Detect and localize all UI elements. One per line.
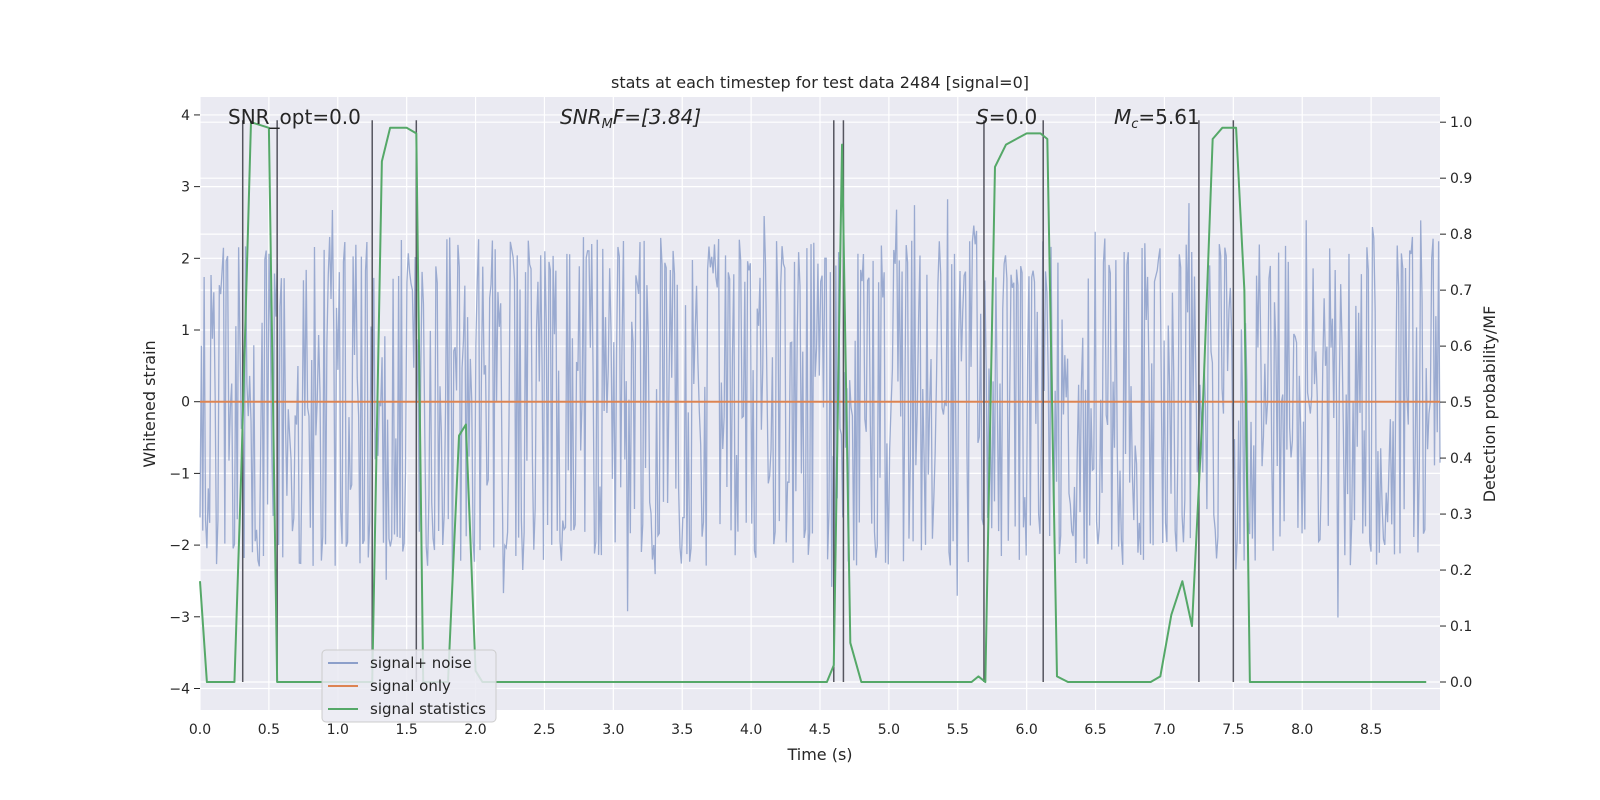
mc-sub: c bbox=[1131, 117, 1138, 132]
legend: signal+ noise signal only signal statist… bbox=[321, 649, 497, 723]
y-tick-label: 3 bbox=[181, 180, 190, 196]
x-axis-label: Time (s) bbox=[786, 745, 852, 764]
snr-mf-main: SNR bbox=[560, 105, 602, 129]
x-tick-label: 8.5 bbox=[1360, 722, 1382, 738]
x-tick-label: 3.0 bbox=[602, 722, 624, 738]
y-tick-label: −4 bbox=[169, 681, 190, 697]
y-right-tick-label: 1.0 bbox=[1450, 115, 1472, 131]
snr-mf-rest: F=[3.84] bbox=[613, 105, 701, 129]
snr-mf-annotation: SNRMF=[3.84] bbox=[560, 105, 701, 132]
y-axis-label: Whitened strain bbox=[140, 340, 159, 467]
x-tick-label: 4.5 bbox=[809, 722, 831, 738]
x-tick-label: 3.5 bbox=[671, 722, 693, 738]
x-tick-label: 0.5 bbox=[258, 722, 280, 738]
x-tick-label: 2.0 bbox=[464, 722, 486, 738]
snr-mf-sub: M bbox=[602, 117, 613, 132]
y-tick-label: 1 bbox=[181, 323, 190, 339]
x-tick-label: 4.0 bbox=[740, 722, 762, 738]
y-tick-label: −1 bbox=[169, 466, 190, 482]
y-right-tick-label: 0.3 bbox=[1450, 507, 1472, 523]
y-right-tick-label: 0.5 bbox=[1450, 395, 1472, 411]
mc-annotation: Mc=5.61 bbox=[1114, 105, 1200, 132]
x-tick-label: 1.0 bbox=[327, 722, 349, 738]
y-right-tick-label: 0.9 bbox=[1450, 171, 1472, 187]
x-tick-label: 6.5 bbox=[1084, 722, 1106, 738]
legend-label-noise: signal+ noise bbox=[370, 654, 472, 672]
x-tick-label: 1.5 bbox=[396, 722, 418, 738]
signal-statistics-line bbox=[199, 121, 1427, 684]
x-tick-label: 8.0 bbox=[1291, 722, 1313, 738]
x-tick-label: 7.5 bbox=[1222, 722, 1244, 738]
marker-lines bbox=[241, 120, 1235, 683]
signal-statistics-series bbox=[199, 121, 1427, 684]
legend-box bbox=[321, 649, 497, 723]
y-tick-label: 2 bbox=[181, 251, 190, 267]
y-tick-label: −2 bbox=[169, 538, 190, 554]
y-right-tick-label: 0.1 bbox=[1450, 619, 1472, 635]
x-tick-label: 2.5 bbox=[533, 722, 555, 738]
y-axis-right-ticks: 0.0 0.1 0.2 0.3 0.4 0.5 0.6 0.7 0.8 0.9 1.0 bbox=[1440, 115, 1472, 691]
y-tick-label: 4 bbox=[181, 108, 190, 124]
x-tick-label: 6.0 bbox=[1016, 722, 1038, 738]
x-tick-label: 5.5 bbox=[947, 722, 969, 738]
s-annotation: S=0.0 bbox=[976, 105, 1037, 129]
y-right-tick-label: 0.6 bbox=[1450, 339, 1472, 355]
mc-main: M bbox=[1114, 105, 1131, 129]
y-right-tick-label: 0.8 bbox=[1450, 227, 1472, 243]
legend-label-stats: signal statistics bbox=[370, 700, 486, 718]
y-right-tick-label: 0.2 bbox=[1450, 563, 1472, 579]
s-main: S bbox=[976, 105, 989, 129]
y-tick-label: −3 bbox=[169, 610, 190, 626]
y-right-tick-label: 0.7 bbox=[1450, 283, 1472, 299]
s-rest: =0.0 bbox=[989, 105, 1038, 129]
mc-rest: =5.61 bbox=[1138, 105, 1199, 129]
y-axis-ticks: −4 −3 −2 −1 0 1 2 3 4 bbox=[169, 108, 200, 697]
snr-opt-annotation: SNR_opt=0.0 bbox=[228, 105, 361, 129]
y-axis-right-label: Detection probability/MF bbox=[1480, 306, 1499, 503]
x-tick-label: 5.0 bbox=[878, 722, 900, 738]
x-axis-ticks: 0.0 0.5 1.0 1.5 2.0 2.5 3.0 3.5 4.0 4.5 5.0 5.5 6.0 6… bbox=[189, 722, 1382, 738]
legend-label-signal: signal only bbox=[370, 677, 451, 695]
chart-title: stats at each timestep for test data 248… bbox=[611, 73, 1029, 92]
y-right-tick-label: 0.4 bbox=[1450, 451, 1472, 467]
y-tick-label: 0 bbox=[181, 395, 190, 411]
y-right-tick-label: 0.0 bbox=[1450, 675, 1472, 691]
x-tick-label: 0.0 bbox=[189, 722, 211, 738]
x-tick-label: 7.0 bbox=[1153, 722, 1175, 738]
